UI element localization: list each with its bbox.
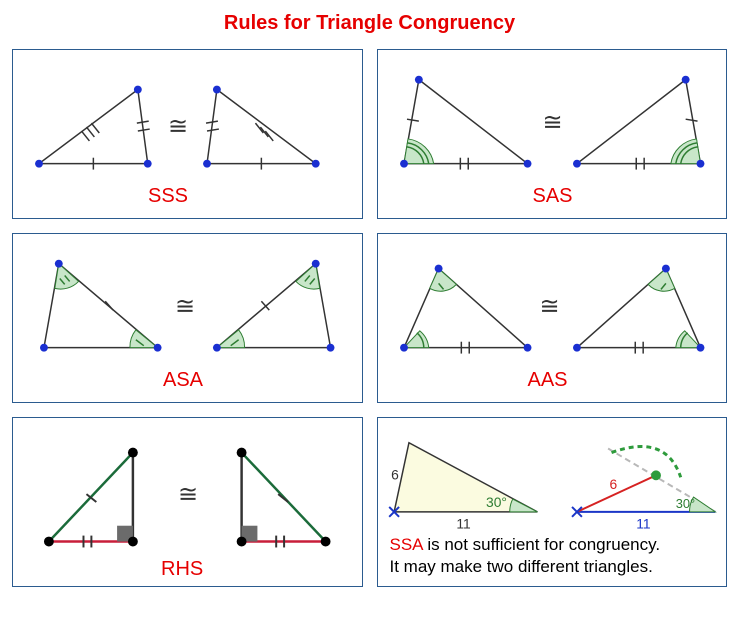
panel-label: RHS [161,558,203,581]
panel-sas: ≅ SAS [377,49,728,219]
ssa-line1: is not sufficient for congruency. [423,535,661,554]
panel-rhs: ≅ RHS [12,417,363,587]
panel-label: ASA [163,369,203,392]
panel-asa: ≅ ASA [12,233,363,403]
congruent-symbol: ≅ [540,292,560,321]
ssa-label: SSA [390,535,423,554]
panel-label: SSS [148,185,188,208]
congruent-symbol: ≅ [543,108,563,137]
congruent-symbol: ≅ [175,292,195,321]
congruent-symbol: ≅ [178,480,198,509]
panel-sss: ≅ SSS [12,49,363,219]
side-a-text-2: 6 [609,476,617,492]
ssa-line2: It may make two different triangles. [390,557,653,576]
panel-grid: ≅ SSS [12,49,727,587]
side-a-text: 6 [391,466,399,482]
panel-aas: ≅ AAS [377,233,728,403]
side-b-text-2: 11 [636,516,651,532]
panel-ssa: 30° 6 11 30° [377,417,728,587]
side-b-text: 11 [456,516,471,532]
ssa-caption: SSA is not sufficient for congruency. It… [390,534,661,578]
panel-label: SAS [533,185,573,208]
congruent-symbol: ≅ [168,112,188,141]
angle-text-2: 30° [675,496,694,511]
panel-label: AAS [528,369,568,392]
angle-text: 30° [486,494,507,510]
page-title: Rules for Triangle Congruency [12,12,727,35]
